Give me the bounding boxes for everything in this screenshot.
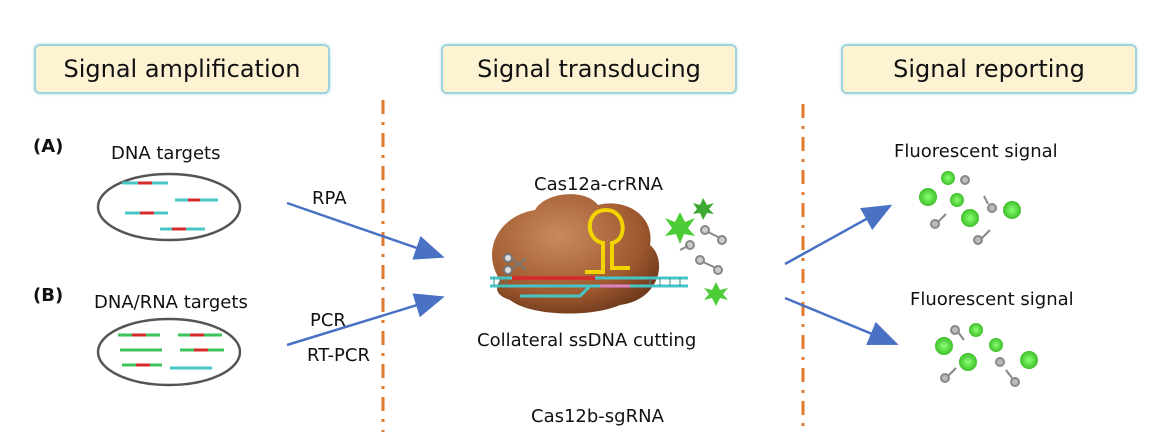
fluorescent-signal-cluster-bottom bbox=[935, 323, 1038, 387]
stage-signal-reporting: Signal reporting bbox=[841, 44, 1137, 94]
rt-pcr-label: RT-PCR bbox=[307, 345, 370, 366]
scissors-icon bbox=[503, 253, 527, 275]
arrow-to-signal-bottom bbox=[784, 296, 899, 346]
arrow-to-signal-top bbox=[784, 204, 893, 266]
cas12a-complex bbox=[490, 194, 688, 314]
dna-targets-label: DNA targets bbox=[111, 143, 221, 164]
dna-targets-ellipse bbox=[96, 172, 242, 242]
arrow-rpa bbox=[286, 201, 445, 260]
cas12a-crrna-label: Cas12a-crRNA bbox=[534, 174, 663, 195]
stage-signal-amplification: Signal amplification bbox=[34, 44, 330, 94]
reporter-molecules-center bbox=[665, 198, 728, 306]
rpa-label: RPA bbox=[312, 188, 347, 209]
fluorescent-signal-cluster-top bbox=[919, 171, 1021, 245]
collateral-cutting-label: Collateral ssDNA cutting bbox=[477, 330, 697, 351]
panel-label-a: (A) bbox=[33, 136, 64, 157]
panel-label-b: (B) bbox=[33, 285, 64, 306]
fluorescent-signal-label-top: Fluorescent signal bbox=[894, 141, 1058, 162]
fluorescent-signal-label-bottom: Fluorescent signal bbox=[910, 289, 1074, 310]
dna-rna-targets-ellipse bbox=[96, 317, 242, 387]
cas12b-sgrna-label: Cas12b-sgRNA bbox=[531, 406, 664, 427]
dna-rna-targets-label: DNA/RNA targets bbox=[94, 292, 248, 313]
pcr-label: PCR bbox=[310, 310, 346, 331]
stage-signal-transducing: Signal transducing bbox=[441, 44, 737, 94]
arrow-pcr bbox=[286, 293, 445, 347]
